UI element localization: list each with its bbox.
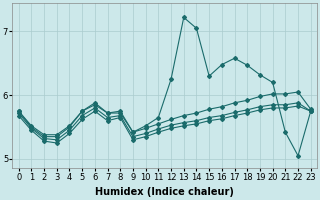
X-axis label: Humidex (Indice chaleur): Humidex (Indice chaleur) [95, 187, 234, 197]
